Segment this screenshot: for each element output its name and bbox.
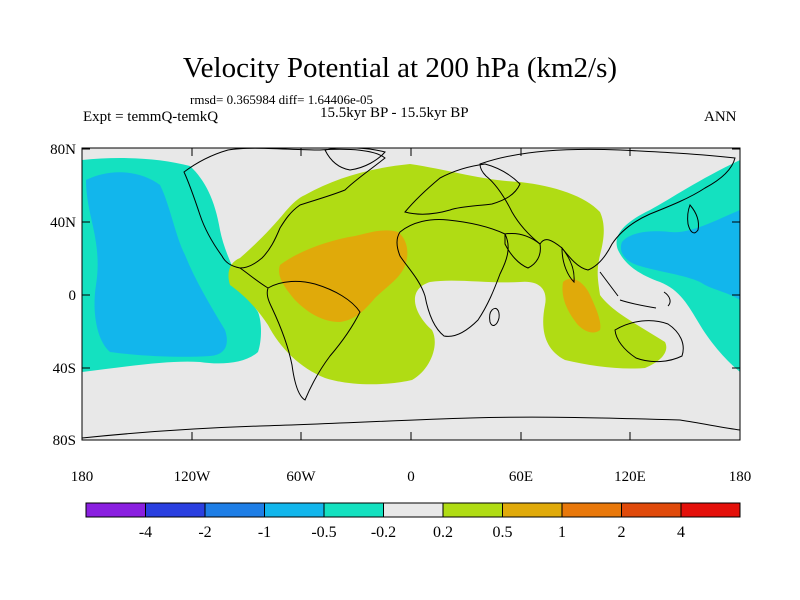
lon-label-120w: 120W [174,469,212,485]
atlantic-weak-positive [228,164,667,385]
experiment-label: Expt = temmQ-temkQ [83,109,219,125]
colorbar-box-3 [264,502,325,518]
colorbar-box-9 [621,502,682,518]
colorbar-box-8 [561,502,622,518]
lon-ticks [81,148,741,440]
colorbar-box-0 [85,502,146,518]
colorbar-label-6: 0.5 [493,524,513,541]
colorbar-box-7 [502,502,563,518]
colorbar-label-4: -0.2 [371,524,396,541]
colorbar-box-4 [323,502,384,518]
field-contours [82,148,740,439]
lat-label-eq: 0 [69,288,77,304]
lat-label-40n: 40N [50,215,76,231]
indian-positive-core [562,278,601,333]
colorbar-label-2: -1 [258,524,271,541]
colorbar-label-1: -2 [198,524,211,541]
period-label: 15.5kyr BP - 15.5kyr BP [320,105,469,121]
lon-label-180e: 180 [729,469,752,485]
lon-label-60w: 60W [286,469,316,485]
colorbar [85,502,741,518]
lat-label-80s: 80S [53,433,76,449]
lat-ticks [82,148,740,441]
colorbar-box-6 [442,502,503,518]
coastlines [82,148,740,439]
colorbar-label-8: 2 [618,524,626,541]
colorbar-label-5: 0.2 [433,524,453,541]
colorbar-label-9: 4 [677,524,685,541]
lon-label-180w: 180 [71,469,94,485]
lat-label-40s: 40S [53,361,76,377]
lat-label-80n: 80N [50,142,76,158]
pacific-strong-negative [86,172,227,357]
colorbar-label-3: -0.5 [311,524,336,541]
colorbar-box-10 [680,502,741,518]
stats-line: rmsd= 0.365984 diff= 1.64406e-05 [190,92,374,107]
lon-label-120e: 120E [614,469,646,485]
lon-label-60e: 60E [509,469,533,485]
season-label: ANN [704,109,737,125]
colorbar-label-7: 1 [558,524,566,541]
colorbar-box-2 [204,502,265,518]
atlantic-positive-core [279,230,408,322]
colorbar-box-5 [383,502,444,518]
lon-label-0: 0 [407,469,415,485]
colorbar-label-0: -4 [139,524,152,541]
colorbar-box-1 [145,502,206,518]
figure-title: Velocity Potential at 200 hPa (km2/s) [182,52,618,84]
westpac-strong-negative [620,210,740,300]
